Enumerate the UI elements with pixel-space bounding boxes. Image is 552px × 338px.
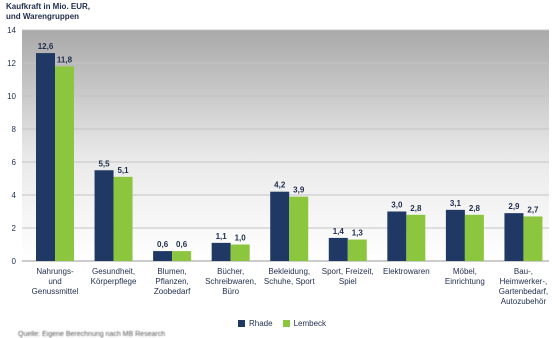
x-tick-label: Sport, Freizeit, Spiel <box>317 267 379 287</box>
x-tick-label-line: Genussmittel <box>31 287 79 296</box>
legend-label-lembeck: Lembeck <box>293 319 327 328</box>
data-label-rhade: 1,1 <box>216 232 228 241</box>
data-label-lembeck: 2,8 <box>410 204 422 213</box>
y-axis-label-line-1: Kaufkraft in Mio. EUR, <box>6 2 91 11</box>
x-tick-label-line: Spiel <box>338 277 357 286</box>
x-tick-label: Möbel, Einrichtung <box>434 267 496 287</box>
y-tick-label: 14 <box>7 26 16 35</box>
x-tick-label-line: Büro <box>222 287 240 296</box>
legend: Rhade Lembeck <box>238 319 326 328</box>
data-label-lembeck: 5,1 <box>117 166 129 175</box>
data-label-lembeck: 1,0 <box>235 234 247 243</box>
data-label-rhade: 5,5 <box>98 159 110 168</box>
data-label-lembeck: 11,8 <box>57 55 73 64</box>
x-tick-label-line: Bücher, <box>217 267 245 276</box>
x-tick-label-line: Zoobedarf <box>153 287 191 296</box>
bar-lembeck <box>113 176 133 261</box>
legend-label-rhade: Rhade <box>249 319 273 328</box>
x-tick-label: Bücher, Schreibwaren, Büro <box>200 267 262 297</box>
data-label-rhade: 3,0 <box>391 201 403 210</box>
bar-rhade <box>211 242 231 261</box>
bar-rhade <box>387 211 407 261</box>
bar-lembeck <box>464 214 484 261</box>
x-tick-label: Elektrowaren <box>375 267 437 277</box>
bar-lembeck <box>289 196 309 261</box>
bar-rhade <box>270 191 290 261</box>
x-tick-label: Nahrungs-und Genussmittel <box>24 267 86 297</box>
x-tick-label: Blumen, Pflanzen, Zoobedarf <box>141 267 203 297</box>
x-tick-label-line: Sport, Freizeit, <box>321 267 374 276</box>
bar-rhade <box>36 53 55 261</box>
bar-lembeck <box>230 244 250 261</box>
bar-rhade <box>504 213 524 261</box>
data-label-lembeck: 3,9 <box>293 186 305 195</box>
source-note: Quelle: Eigene Berechnung nach MB Resear… <box>18 331 166 338</box>
data-label-lembeck: 0,6 <box>176 240 188 249</box>
legend-swatch-rhade <box>238 320 245 327</box>
data-label-rhade: 2,9 <box>508 202 520 211</box>
data-label-rhade: 4,2 <box>274 181 286 190</box>
y-tick-label: 4 <box>12 191 17 200</box>
data-label-rhade: 12,6 <box>38 42 54 51</box>
data-label-rhade: 0,6 <box>157 240 169 249</box>
y-tick-label: 8 <box>12 125 17 134</box>
y-tick-label: 6 <box>12 158 17 167</box>
data-label-lembeck: 2,8 <box>469 204 481 213</box>
x-tick-label-line: Autozubehör <box>500 297 547 306</box>
x-tick-label-line: Schreibwaren, <box>205 277 257 286</box>
data-label-rhade: 3,1 <box>450 199 462 208</box>
x-tick-label-line: Pflanzen, <box>155 277 189 286</box>
x-tick-label-line: Gesundheit, <box>91 267 136 276</box>
x-tick-label-line: Gartenbedarf, <box>498 287 549 296</box>
y-tick-label: 12 <box>7 59 16 68</box>
y-tick-label: 0 <box>12 257 17 266</box>
x-tick-label: Bau-, Heimwerker-, Gartenbedarf, Autozubehö… <box>492 267 552 307</box>
data-label-lembeck: 1,3 <box>352 229 364 238</box>
y-axis-label-line-2: und Warengruppen <box>6 12 80 21</box>
bar-lembeck <box>55 66 74 261</box>
x-tick-label: Bekleidung, Schuhe, Sport <box>258 267 320 287</box>
x-tick-label-line: Elektrowaren <box>382 267 430 276</box>
bar-lembeck <box>523 216 543 261</box>
bar-rhade <box>94 170 114 261</box>
x-tick-label-line: Schuhe, Sport <box>263 277 315 286</box>
bar-lembeck <box>406 214 426 261</box>
x-tick-label-line: Nahrungs- <box>36 267 74 276</box>
x-tick-label-line: Einrichtung <box>444 277 485 286</box>
bar-lembeck <box>172 251 192 261</box>
y-tick-label: 10 <box>7 92 16 101</box>
data-label-rhade: 1,4 <box>333 227 345 236</box>
bar-lembeck <box>347 239 367 261</box>
x-tick-label-line: Möbel, <box>452 267 477 276</box>
data-label-lembeck: 2,7 <box>527 205 539 214</box>
legend-swatch-lembeck <box>282 320 290 327</box>
x-tick-label-line: Heimwerker-, <box>499 277 548 286</box>
bar-rhade <box>445 209 465 261</box>
x-tick-label-line: Blumen, <box>157 267 187 276</box>
bar-rhade <box>328 237 348 261</box>
x-tick-label: Gesundheit, Körperpflege <box>83 267 145 287</box>
y-tick-label: 2 <box>12 224 17 233</box>
x-tick-label-line: Körperpflege <box>90 277 137 286</box>
bar-rhade <box>153 251 173 261</box>
x-tick-label-line: Bau-, <box>513 267 533 276</box>
x-tick-label-line: Bekleidung, <box>268 267 311 276</box>
x-tick-label-line: und <box>48 277 62 286</box>
